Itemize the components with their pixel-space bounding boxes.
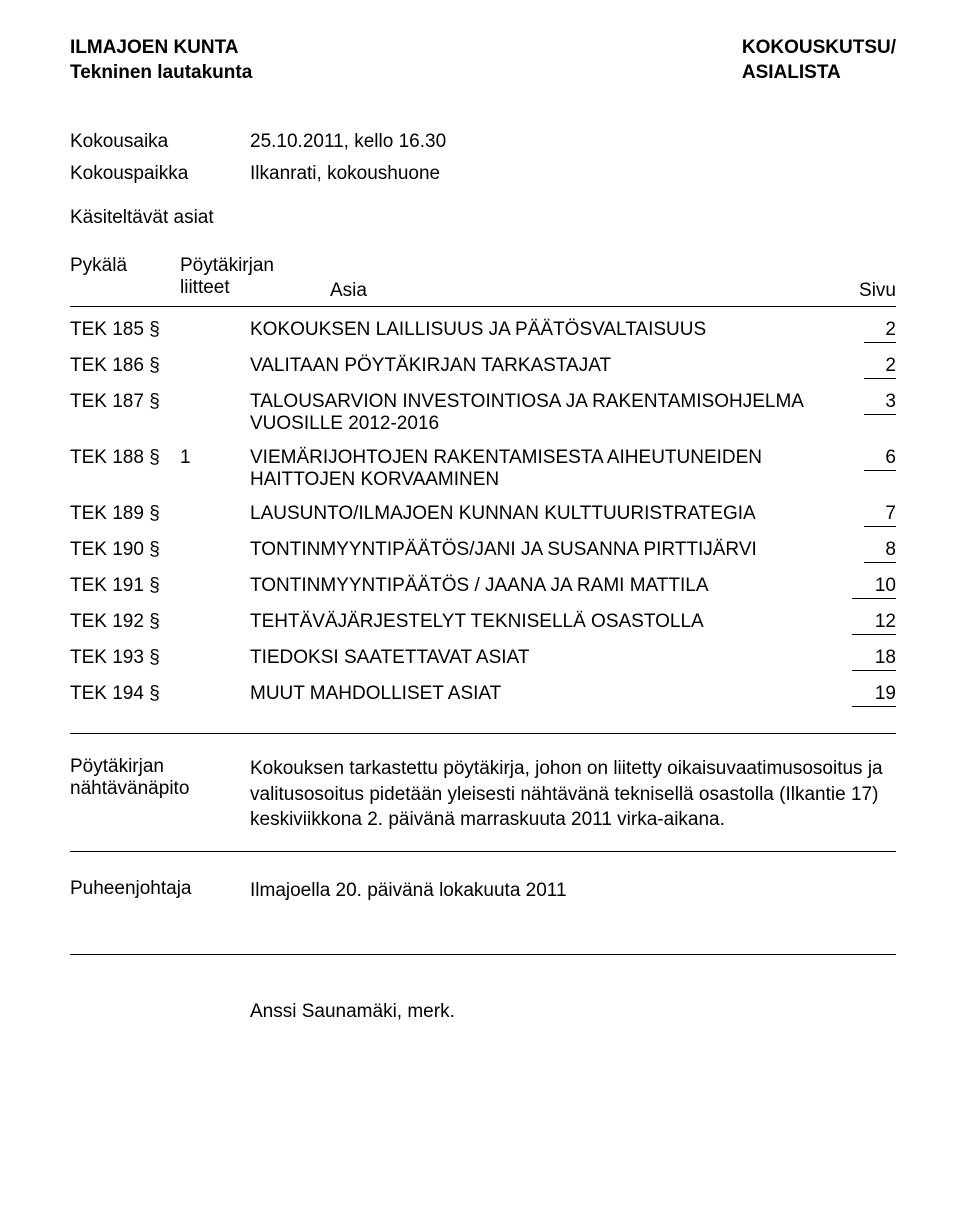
item-sivu-underline xyxy=(864,526,896,527)
item-id: TEK 192 § xyxy=(70,611,180,633)
item-asia: TEHTÄVÄJÄRJESTELYT TEKNISELLÄ OSASTOLLA xyxy=(250,611,846,633)
item-sivu-underline xyxy=(864,342,896,343)
item-sivu: 18 xyxy=(846,647,896,671)
item-asia: TONTINMYYNTIPÄÄTÖS / JAANA JA RAMI MATTI… xyxy=(250,575,846,597)
item-sivu: 3 xyxy=(846,391,896,415)
col-pykala: Pykälä xyxy=(70,255,180,302)
item-asia: TIEDOKSI SAATETTAVAT ASIAT xyxy=(250,647,846,669)
item-id: TEK 188 § xyxy=(70,447,180,469)
item-sivu-number: 10 xyxy=(875,575,896,597)
meeting-time-label: Kokousaika xyxy=(70,131,250,153)
item-asia: VIEMÄRIJOHTOJEN RAKENTAMISESTA AIHEUTUNE… xyxy=(250,447,846,491)
header-left: ILMAJOEN KUNTA Tekninen lautakunta xyxy=(70,36,252,85)
agenda-item: TEK 185 § KOKOUKSEN LAILLISUUS JA PÄÄTÖSV… xyxy=(70,307,896,343)
item-asia: LAUSUNTO/ILMAJOEN KUNNAN KULTTUURISTRATE… xyxy=(250,503,846,525)
col-sivu: Sivu xyxy=(846,255,896,302)
col-asia-label: Asia xyxy=(330,280,846,302)
item-sivu: 12 xyxy=(846,611,896,635)
item-sivu-number: 8 xyxy=(885,539,896,561)
signer-name: Anssi Saunamäki, merk. xyxy=(70,1001,896,1023)
meeting-time-row: Kokousaika 25.10.2011, kello 16.30 xyxy=(70,131,896,153)
item-sivu: 6 xyxy=(846,447,896,471)
agenda-item: TEK 193 § TIEDOKSI SAATETTAVAT ASIAT 18 xyxy=(70,635,896,671)
section-title: Käsiteltävät asiat xyxy=(70,207,896,229)
signer-label: Puheenjohtaja xyxy=(70,878,250,904)
item-id: TEK 185 § xyxy=(70,319,180,341)
item-sivu-underline xyxy=(864,414,896,415)
item-id: TEK 186 § xyxy=(70,355,180,377)
item-id: TEK 191 § xyxy=(70,575,180,597)
col-asia: Asia xyxy=(330,255,846,302)
col-liitteet: Pöytäkirjan liitteet xyxy=(180,255,330,302)
item-sivu-number: 19 xyxy=(875,683,896,705)
footer-label-line1: Pöytäkirjan xyxy=(70,756,250,778)
item-sivu: 7 xyxy=(846,503,896,527)
item-sivu: 2 xyxy=(846,319,896,343)
meeting-place-value: Ilkanrati, kokoushuone xyxy=(250,163,896,185)
footer-label: Pöytäkirjan nähtävänäpito xyxy=(70,756,250,833)
item-id: TEK 189 § xyxy=(70,503,180,525)
item-sivu-number: 6 xyxy=(885,447,896,469)
item-id: TEK 187 § xyxy=(70,391,180,413)
item-sivu-underline xyxy=(852,670,896,671)
item-sivu-number: 3 xyxy=(885,391,896,413)
column-headers: Pykälä Pöytäkirjan liitteet Asia Sivu xyxy=(70,255,896,307)
agenda-item: TEK 186 § VALITAAN PÖYTÄKIRJAN TARKASTAJA… xyxy=(70,343,896,379)
agenda-item: TEK 187 § TALOUSARVION INVESTOINTIOSA JA … xyxy=(70,379,896,435)
item-sivu: 10 xyxy=(846,575,896,599)
item-sivu: 8 xyxy=(846,539,896,563)
item-sivu-underline xyxy=(852,634,896,635)
item-sivu-underline xyxy=(864,470,896,471)
col-liitteet-line1: Pöytäkirjan xyxy=(180,255,330,277)
item-asia: MUUT MAHDOLLISET ASIAT xyxy=(250,683,846,705)
footer-label-line2: nähtävänäpito xyxy=(70,778,250,800)
item-sivu-number: 18 xyxy=(875,647,896,669)
item-id: TEK 194 § xyxy=(70,683,180,705)
agenda-item: TEK 192 § TEHTÄVÄJÄRJESTELYT TEKNISELLÄ O… xyxy=(70,599,896,635)
header-right: KOKOUSKUTSU/ ASIALISTA xyxy=(742,36,896,85)
item-sivu: 2 xyxy=(846,355,896,379)
col-liitteet-line2: liitteet xyxy=(180,277,330,299)
document-header: ILMAJOEN KUNTA Tekninen lautakunta KOKOU… xyxy=(70,36,896,85)
meeting-time-value: 25.10.2011, kello 16.30 xyxy=(250,131,896,153)
doc-type-line2: ASIALISTA xyxy=(742,61,896,86)
item-asia: TALOUSARVION INVESTOINTIOSA JA RAKENTAMI… xyxy=(250,391,846,435)
agenda-item: TEK 189 § LAUSUNTO/ILMAJOEN KUNNAN KULTTU… xyxy=(70,491,896,527)
item-sivu-number: 2 xyxy=(885,319,896,341)
meeting-place-row: Kokouspaikka Ilkanrati, kokoushuone xyxy=(70,163,896,185)
item-sivu-underline xyxy=(864,378,896,379)
item-liite: 1 xyxy=(180,447,250,469)
agenda-item: TEK 188 §1VIEMÄRIJOHTOJEN RAKENTAMISESTA… xyxy=(70,435,896,491)
meeting-place-label: Kokouspaikka xyxy=(70,163,250,185)
item-sivu: 19 xyxy=(846,683,896,707)
org-name: ILMAJOEN KUNTA xyxy=(70,36,252,61)
col-pykala-label: Pykälä xyxy=(70,255,180,277)
footer-text: Kokouksen tarkastettu pöytäkirja, johon … xyxy=(250,756,896,833)
item-sivu-number: 2 xyxy=(885,355,896,377)
agenda-items: TEK 185 § KOKOUKSEN LAILLISUUS JA PÄÄTÖSV… xyxy=(70,307,896,707)
doc-type-line1: KOKOUSKUTSU/ xyxy=(742,36,896,61)
document-page: ILMAJOEN KUNTA Tekninen lautakunta KOKOU… xyxy=(0,0,960,1063)
col-sivu-label: Sivu xyxy=(846,280,896,302)
item-sivu-underline xyxy=(852,598,896,599)
item-id: TEK 193 § xyxy=(70,647,180,669)
signer-place-date: Ilmajoella 20. päivänä lokakuuta 2011 xyxy=(250,878,896,904)
item-sivu-number: 12 xyxy=(875,611,896,633)
item-asia: VALITAAN PÖYTÄKIRJAN TARKASTAJAT xyxy=(250,355,846,377)
item-asia: TONTINMYYNTIPÄÄTÖS/JANI JA SUSANNA PIRTT… xyxy=(250,539,846,561)
item-asia: KOKOUKSEN LAILLISUUS JA PÄÄTÖSVALTAISUUS xyxy=(250,319,846,341)
item-sivu-underline xyxy=(864,562,896,563)
item-sivu-underline xyxy=(852,706,896,707)
signer-block: Puheenjohtaja Ilmajoella 20. päivänä lok… xyxy=(70,878,896,955)
agenda-item: TEK 194 § MUUT MAHDOLLISET ASIAT 19 xyxy=(70,671,896,707)
item-sivu-number: 7 xyxy=(885,503,896,525)
item-id: TEK 190 § xyxy=(70,539,180,561)
agenda-item: TEK 191 § TONTINMYYNTIPÄÄTÖS / JAANA JA R… xyxy=(70,563,896,599)
footer-block: Pöytäkirjan nähtävänäpito Kokouksen tark… xyxy=(70,733,896,852)
agenda-item: TEK 190 § TONTINMYYNTIPÄÄTÖS/JANI JA SUSA… xyxy=(70,527,896,563)
board-name: Tekninen lautakunta xyxy=(70,61,252,86)
